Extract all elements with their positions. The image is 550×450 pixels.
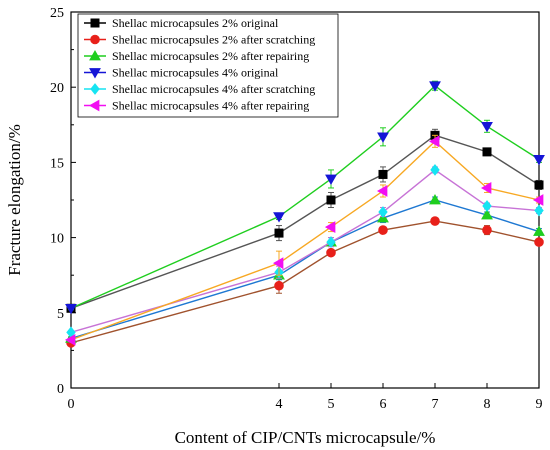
data-point — [532, 194, 544, 206]
data-point — [376, 185, 388, 197]
y-tick-label: 25 — [50, 6, 64, 21]
series-line — [70, 84, 540, 309]
x-tick-label: 6 — [380, 397, 387, 412]
data-point — [272, 257, 284, 270]
y-tick-label: 20 — [50, 81, 64, 96]
data-point — [378, 225, 388, 235]
legend-entry: Shellac microcapsules 2% after scratchin… — [84, 33, 315, 47]
data-point — [326, 247, 336, 258]
series-5 — [66, 164, 544, 339]
data-point — [64, 333, 76, 346]
legend-entry: Shellac microcapsules 2% after repairing — [84, 49, 309, 63]
series-line — [70, 169, 540, 334]
legend-entry: Shellac microcapsules 4% after repairing — [84, 99, 309, 113]
x-axis-title: Content of CIP/CNTs microcapsule/% — [175, 428, 436, 447]
data-point — [534, 237, 544, 247]
data-point — [378, 206, 388, 218]
data-point — [429, 193, 441, 205]
legend-label: Shellac microcapsules 2% after repairing — [112, 49, 309, 63]
legend-label: Shellac microcapsules 4% original — [112, 66, 279, 80]
data-point — [274, 228, 284, 238]
series-line — [70, 140, 540, 341]
legend-marker — [88, 99, 100, 112]
data-point — [428, 135, 440, 148]
data-point — [377, 132, 389, 143]
x-tick-label: 5 — [328, 397, 335, 412]
data-point — [481, 121, 493, 133]
legend-items: Shellac microcapsules 2% original Shellac… — [84, 16, 315, 113]
data-point — [533, 155, 545, 166]
data-point — [326, 236, 336, 248]
legend-marker — [89, 68, 101, 79]
data-point — [482, 225, 492, 235]
legend-label: Shellac microcapsules 4% after repairing — [112, 99, 309, 113]
x-tick-label: 8 — [484, 397, 491, 412]
series-6 — [64, 134, 544, 346]
data-point — [326, 195, 336, 205]
y-tick-label: 0 — [57, 382, 64, 397]
x-tick-label: 4 — [276, 397, 283, 412]
data-point — [65, 303, 77, 315]
legend-box — [77, 13, 339, 118]
y-tick-label: 5 — [57, 307, 64, 322]
data-point — [480, 182, 492, 194]
data-point — [534, 180, 544, 190]
y-axis: 0 5 10 15 20 25 — [50, 6, 76, 397]
legend: Shellac microcapsules 2% original Shellac… — [77, 13, 339, 118]
data-point — [273, 212, 285, 223]
legend-label: Shellac microcapsules 2% original — [112, 16, 279, 30]
data-point — [378, 169, 388, 179]
legend-marker — [90, 83, 100, 95]
x-tick-label: 7 — [432, 397, 439, 412]
y-axis-title: Fracture elongation/% — [5, 124, 24, 276]
data-point — [430, 164, 440, 176]
series-line — [70, 220, 540, 344]
series-4 — [65, 80, 545, 315]
legend-marker — [90, 18, 100, 28]
series-2 — [66, 216, 544, 348]
legend-label: Shellac microcapsules 4% after scratchin… — [112, 82, 315, 96]
data-point — [481, 209, 493, 220]
series-1 — [66, 128, 544, 313]
legend-label: Shellac microcapsules 2% after scratchin… — [112, 33, 315, 47]
legend-marker — [89, 49, 101, 61]
legend-marker — [90, 34, 100, 45]
legend-entry: Shellac microcapsules 4% original — [84, 66, 279, 80]
legend-entry: Shellac microcapsules 4% after scratchin… — [84, 82, 315, 96]
data-point — [430, 216, 440, 226]
legend-entry: Shellac microcapsules 2% original — [84, 16, 279, 30]
data-point — [534, 204, 544, 217]
data-point — [429, 81, 441, 92]
y-tick-label: 10 — [50, 232, 64, 247]
x-axis: 0 4 5 6 7 8 9 — [68, 383, 543, 412]
data-point — [482, 200, 492, 212]
x-tick-label: 0 — [68, 397, 75, 412]
series-line — [70, 134, 540, 309]
data-point — [482, 147, 492, 157]
series-layer — [64, 80, 545, 348]
y-tick-label: 15 — [50, 156, 64, 171]
data-point — [533, 225, 545, 236]
data-point — [324, 221, 336, 233]
data-point — [274, 280, 284, 291]
x-tick-label: 9 — [536, 397, 543, 412]
data-point — [325, 174, 337, 185]
